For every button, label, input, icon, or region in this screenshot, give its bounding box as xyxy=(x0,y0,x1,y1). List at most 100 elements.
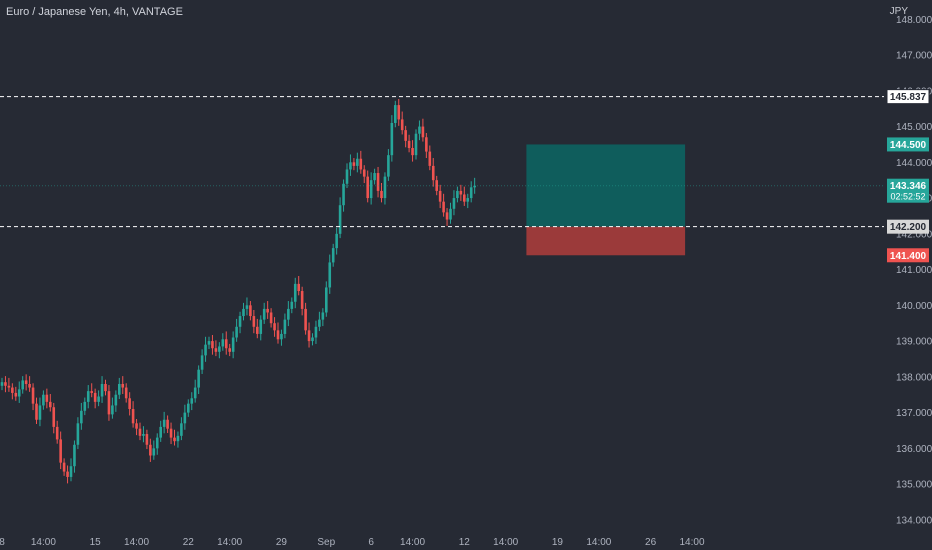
candle-body xyxy=(266,308,269,313)
candle-body xyxy=(45,394,49,402)
candle-body xyxy=(200,355,204,370)
time-tick-label: 14:00 xyxy=(31,537,56,548)
candle-body xyxy=(380,190,383,199)
candle-body xyxy=(187,403,190,413)
candle-body xyxy=(204,344,207,356)
time-tick-label: 22 xyxy=(183,537,195,548)
candle-body xyxy=(407,140,411,149)
candle-body xyxy=(394,105,397,123)
candle-body xyxy=(14,392,18,397)
plot-area xyxy=(0,96,884,484)
candle-body xyxy=(135,423,138,429)
candle-body xyxy=(366,176,369,199)
candle-body xyxy=(49,401,52,408)
candle-body xyxy=(349,162,352,170)
candle-body xyxy=(17,389,21,397)
candle-body xyxy=(176,435,180,442)
countdown-label: 02:52:52 xyxy=(890,192,925,202)
candle-body xyxy=(245,305,249,309)
current-price-bg xyxy=(887,178,929,203)
time-axis[interactable]: 8 14:00 15 14:00 22 14:00 29 Sep 6 14:00 12 14:00 19… xyxy=(0,537,705,548)
candle-body xyxy=(390,122,394,156)
candle-body xyxy=(463,194,466,202)
price-tick-label: 136.000 xyxy=(896,444,932,455)
position-zones xyxy=(526,144,686,256)
chart-title: Euro / Japanese Yen, 4h, VANTAGE xyxy=(6,6,183,18)
candle-body xyxy=(283,319,287,334)
candle-body xyxy=(107,391,111,415)
target-label: 144.500 xyxy=(890,140,927,151)
price-tick-label: 141.000 xyxy=(896,265,932,276)
candle-body xyxy=(228,348,231,352)
candle-body xyxy=(345,169,349,184)
candle-body xyxy=(235,326,238,338)
candle-body xyxy=(311,337,314,342)
candle-body xyxy=(162,419,166,427)
candle-body xyxy=(383,176,387,199)
candle-body xyxy=(76,423,80,445)
candle-body xyxy=(0,382,4,386)
stop-label-bg xyxy=(887,248,929,263)
candle-body xyxy=(207,341,211,345)
price-tick-label: 142.000 xyxy=(896,229,932,240)
loss-zone xyxy=(526,226,686,256)
candle-body xyxy=(145,434,149,445)
candle-body xyxy=(352,162,356,166)
candle-body xyxy=(276,330,280,340)
candle-body xyxy=(418,126,421,134)
candle-body xyxy=(428,151,432,166)
candle-body xyxy=(104,383,107,392)
candle-body xyxy=(31,387,35,404)
candle-body xyxy=(118,383,121,395)
candle-body xyxy=(359,158,363,170)
candle-body xyxy=(238,316,242,327)
candle-body xyxy=(456,190,459,199)
price-tick-label: 135.000 xyxy=(896,480,932,491)
candle-body xyxy=(21,380,24,390)
time-tick-label: 14:00 xyxy=(217,537,242,548)
candle-body xyxy=(214,348,218,352)
candle-body xyxy=(190,398,194,404)
candle-body xyxy=(69,466,73,477)
candle-body xyxy=(224,339,228,349)
candle-body xyxy=(369,180,373,199)
candle-body xyxy=(24,380,28,384)
currency-label: JPY xyxy=(889,6,908,17)
candle-body xyxy=(442,201,445,213)
price-tick-label: 134.000 xyxy=(896,515,932,526)
candle-body xyxy=(28,383,31,388)
candle-body xyxy=(449,208,452,220)
candle-body xyxy=(411,148,414,156)
current-price-label: 143.346 xyxy=(890,181,927,192)
time-tick-label: 6 xyxy=(368,537,374,548)
level-label-high: 145.837 xyxy=(890,92,927,103)
candle-body xyxy=(114,394,118,406)
time-tick-label: 14:00 xyxy=(493,537,518,548)
candle-body xyxy=(169,428,173,438)
entry-label: 142.200 xyxy=(890,222,927,233)
time-tick-label: 12 xyxy=(459,537,471,548)
time-tick-label: 14:00 xyxy=(400,537,425,548)
candle-body xyxy=(249,305,252,317)
candle-body xyxy=(128,398,131,410)
candle-body xyxy=(421,126,425,138)
candle-body xyxy=(376,173,380,191)
time-tick-label: 15 xyxy=(90,537,102,548)
candle-body xyxy=(152,448,156,456)
price-tick-label: 137.000 xyxy=(896,408,932,419)
price-tick-label: 148.000 xyxy=(896,15,932,26)
candle-body xyxy=(131,409,135,424)
candle-body xyxy=(290,301,294,309)
time-tick-label: Sep xyxy=(317,537,335,548)
price-tick-label: 139.000 xyxy=(896,337,932,348)
time-tick-label: 29 xyxy=(276,537,288,548)
candle-body xyxy=(80,410,83,424)
price-tick-label: 145.000 xyxy=(896,122,932,133)
price-tick-label: 144.000 xyxy=(896,158,932,169)
candle-body xyxy=(287,308,290,320)
candle-body xyxy=(42,394,45,406)
candle-body xyxy=(86,391,90,402)
candles xyxy=(0,99,476,484)
candle-body xyxy=(466,198,470,202)
